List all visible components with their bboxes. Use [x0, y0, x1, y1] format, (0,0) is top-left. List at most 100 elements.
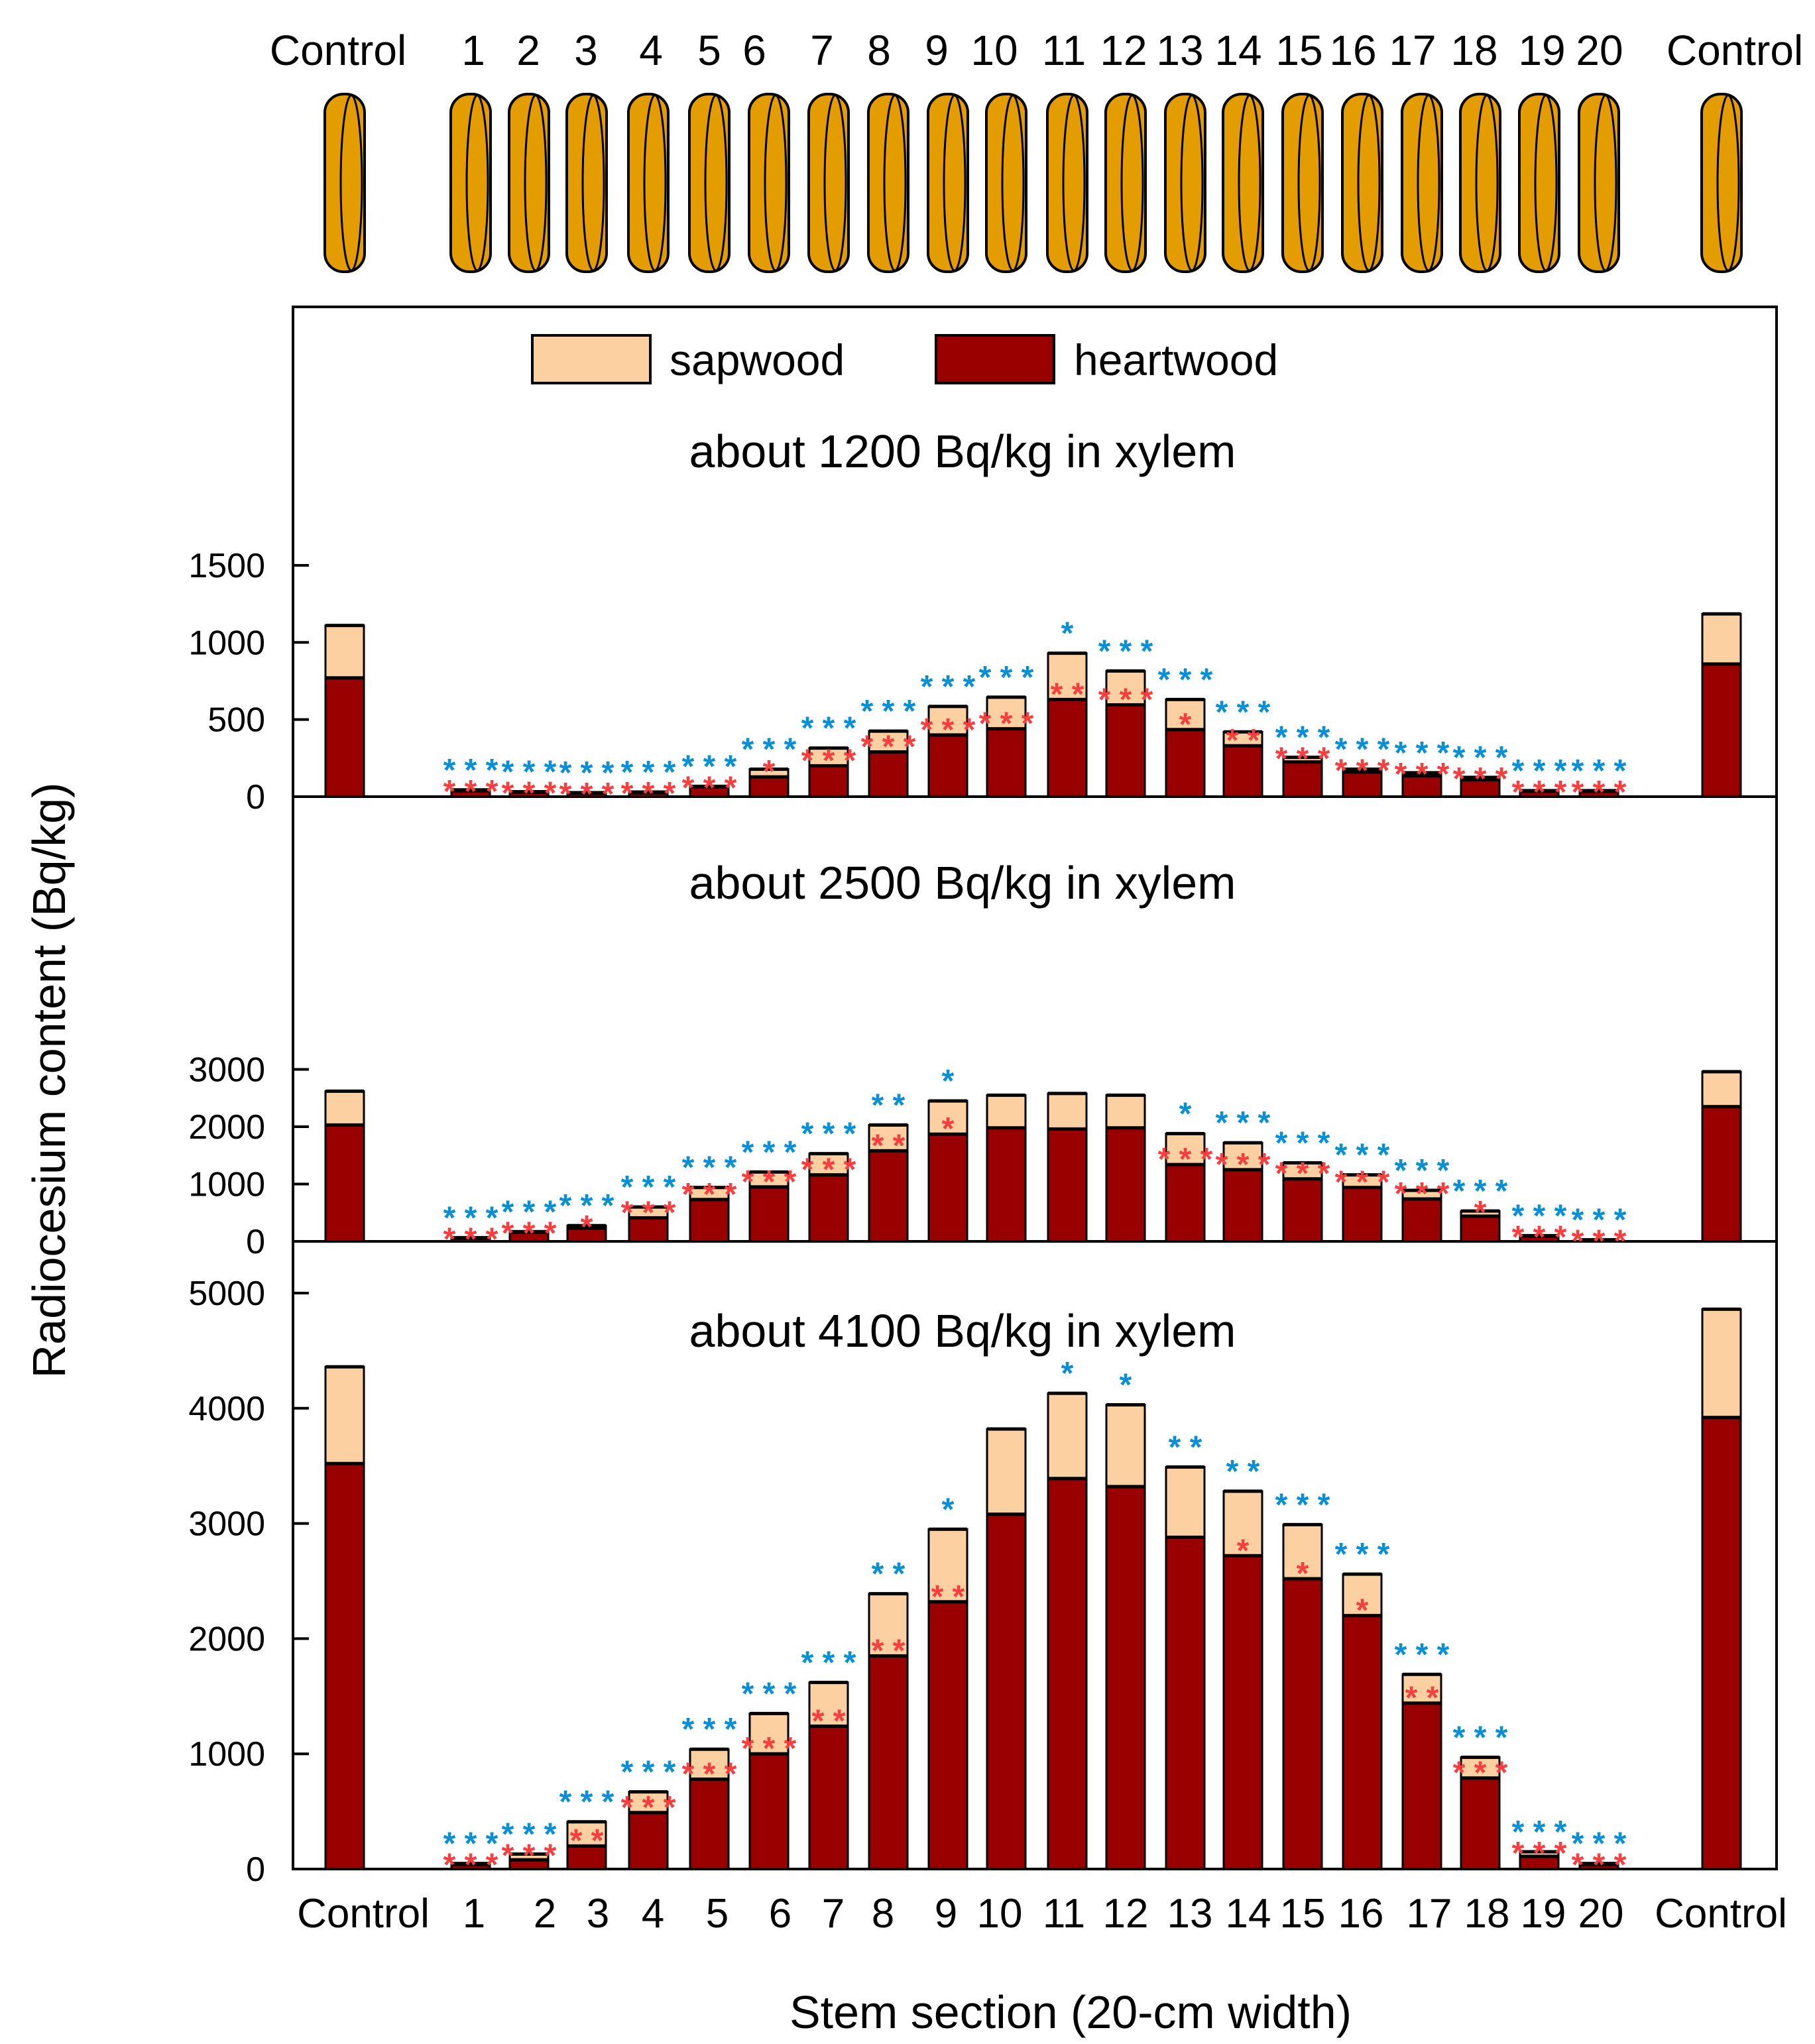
error-cap-total — [929, 1527, 967, 1531]
error-cap-heartwood — [750, 775, 788, 779]
stem-disk-face — [581, 94, 605, 272]
significance-heartwood: * * * — [1158, 1142, 1213, 1177]
error-cap-total — [809, 746, 848, 750]
significance-heartwood: * — [1474, 1195, 1487, 1230]
stem-disk-icon — [323, 93, 366, 273]
x-axis-label: Stem section (20-cm width) — [790, 1986, 1352, 2038]
x-tick-label: 19 — [1521, 1891, 1566, 1937]
error-cap-total — [1403, 1672, 1441, 1676]
stem-disk-icon — [508, 93, 550, 273]
stem-disk-face — [1120, 94, 1144, 272]
significance-heartwood: * * * — [1098, 683, 1153, 718]
y-tick-label: 0 — [246, 778, 265, 817]
significance-sapwood: * — [942, 1492, 955, 1527]
significance-heartwood: * * * — [1335, 754, 1390, 789]
top-section-label: Control — [1667, 27, 1803, 74]
error-cap-total — [1106, 669, 1145, 673]
error-cap-heartwood — [987, 727, 1025, 731]
y-tick-label: 3000 — [188, 1505, 265, 1544]
significance-heartwood: * * * — [1512, 1220, 1567, 1255]
significance-sapwood: * * * — [801, 1645, 856, 1680]
stem-disk-face — [823, 94, 847, 272]
x-tick-label: 16 — [1338, 1891, 1384, 1937]
error-cap-heartwood — [1580, 1238, 1618, 1242]
error-cap-heartwood — [1343, 1186, 1381, 1190]
error-cap-total — [1166, 697, 1204, 701]
error-cap-heartwood — [629, 1216, 668, 1220]
error-cap-total — [929, 705, 967, 709]
significance-heartwood: * — [1297, 1556, 1309, 1591]
bar-heartwood — [1401, 1198, 1442, 1243]
error-cap-total — [869, 1592, 908, 1596]
bar-heartwood — [689, 1778, 730, 1870]
stem-disk-face — [704, 94, 728, 272]
bar-heartwood — [748, 1752, 790, 1870]
top-section-label: 2 — [516, 27, 540, 74]
significance-heartwood: * * * — [801, 1153, 856, 1188]
x-tick-label: 13 — [1167, 1891, 1213, 1937]
significance-heartwood: * * * — [742, 1164, 797, 1200]
error-cap-heartwood — [690, 785, 729, 789]
bar-heartwood — [1701, 1106, 1742, 1243]
significance-sapwood: * * * — [1275, 1125, 1330, 1161]
stem-disk-icon — [1518, 93, 1560, 273]
stem-disk-face — [1534, 94, 1558, 272]
y-tick-label: 2000 — [188, 1620, 265, 1658]
top-section-label: 15 — [1275, 27, 1322, 74]
error-cap-heartwood — [1461, 777, 1499, 781]
bar-sapwood — [986, 696, 1027, 730]
significance-sapwood: * * * — [1572, 1827, 1627, 1862]
bar-sapwood — [1460, 1756, 1501, 1780]
error-cap-total — [1106, 1403, 1145, 1407]
significance-heartwood: * * * — [979, 707, 1034, 742]
bar-heartwood — [628, 1217, 669, 1243]
x-tick-label: 14 — [1226, 1891, 1271, 1937]
error-cap-total — [1403, 1188, 1441, 1192]
top-section-label: 3 — [574, 27, 598, 74]
significance-sapwood: * * * — [1216, 695, 1271, 730]
bar-heartwood — [808, 1174, 849, 1243]
error-cap-heartwood — [325, 1461, 364, 1465]
top-section-label: 9 — [925, 27, 949, 74]
stem-disk-face — [1417, 94, 1440, 272]
y-tick-label: 5000 — [188, 1275, 265, 1313]
top-section-label: 10 — [970, 27, 1018, 74]
error-cap-heartwood — [1580, 789, 1618, 793]
error-cap-heartwood — [1403, 1701, 1441, 1705]
significance-sapwood: * * * — [1512, 1198, 1567, 1233]
significance-sapwood: * * * — [921, 669, 976, 705]
bar-sapwood — [1222, 1490, 1263, 1557]
significance-heartwood: * * * — [443, 1221, 498, 1257]
significance-sapwood: * * * — [1572, 1203, 1627, 1238]
significance-sapwood: * * * — [1275, 1487, 1330, 1522]
error-cap-total — [1343, 767, 1381, 771]
legend-sapwood-label: sapwood — [670, 335, 845, 384]
significance-heartwood: * * — [1226, 723, 1260, 758]
significance-heartwood: * * * — [443, 774, 498, 809]
bar-heartwood — [1401, 1702, 1442, 1870]
x-tick-label: 1 — [463, 1891, 485, 1937]
error-cap-heartwood — [1048, 697, 1086, 701]
significance-heartwood: * * * — [682, 1756, 737, 1791]
significance-heartwood: * * * — [1572, 775, 1627, 810]
bar-heartwood — [324, 1462, 365, 1870]
significance-sapwood: * * * — [742, 1676, 797, 1711]
stem-disk-icon — [1578, 93, 1620, 273]
top-section-label: 11 — [1042, 27, 1086, 74]
error-cap-heartwood — [510, 790, 548, 794]
bar-sapwood — [986, 1094, 1027, 1129]
error-cap-total — [809, 1680, 848, 1684]
bar-heartwood — [808, 1725, 849, 1870]
error-cap-total — [1520, 1850, 1558, 1854]
error-cap-total — [1343, 1572, 1381, 1576]
significance-sapwood: * * * — [502, 1194, 557, 1229]
bar-sapwood — [1701, 612, 1742, 665]
legend: sapwood heartwood — [531, 334, 1278, 384]
stem-section-strip: Control 1 2 3 4 5 6 7 8 9 10 11 12 13 14 15 16 17 18 19 20 Co… — [270, 27, 1803, 273]
bar-heartwood — [324, 1123, 365, 1243]
error-cap-heartwood — [451, 1862, 490, 1866]
stem-disk-icon — [1459, 93, 1501, 273]
error-cap-heartwood — [1702, 1105, 1741, 1109]
significance-sapwood: * * * — [1453, 1720, 1508, 1755]
error-cap-total — [1224, 1141, 1262, 1145]
